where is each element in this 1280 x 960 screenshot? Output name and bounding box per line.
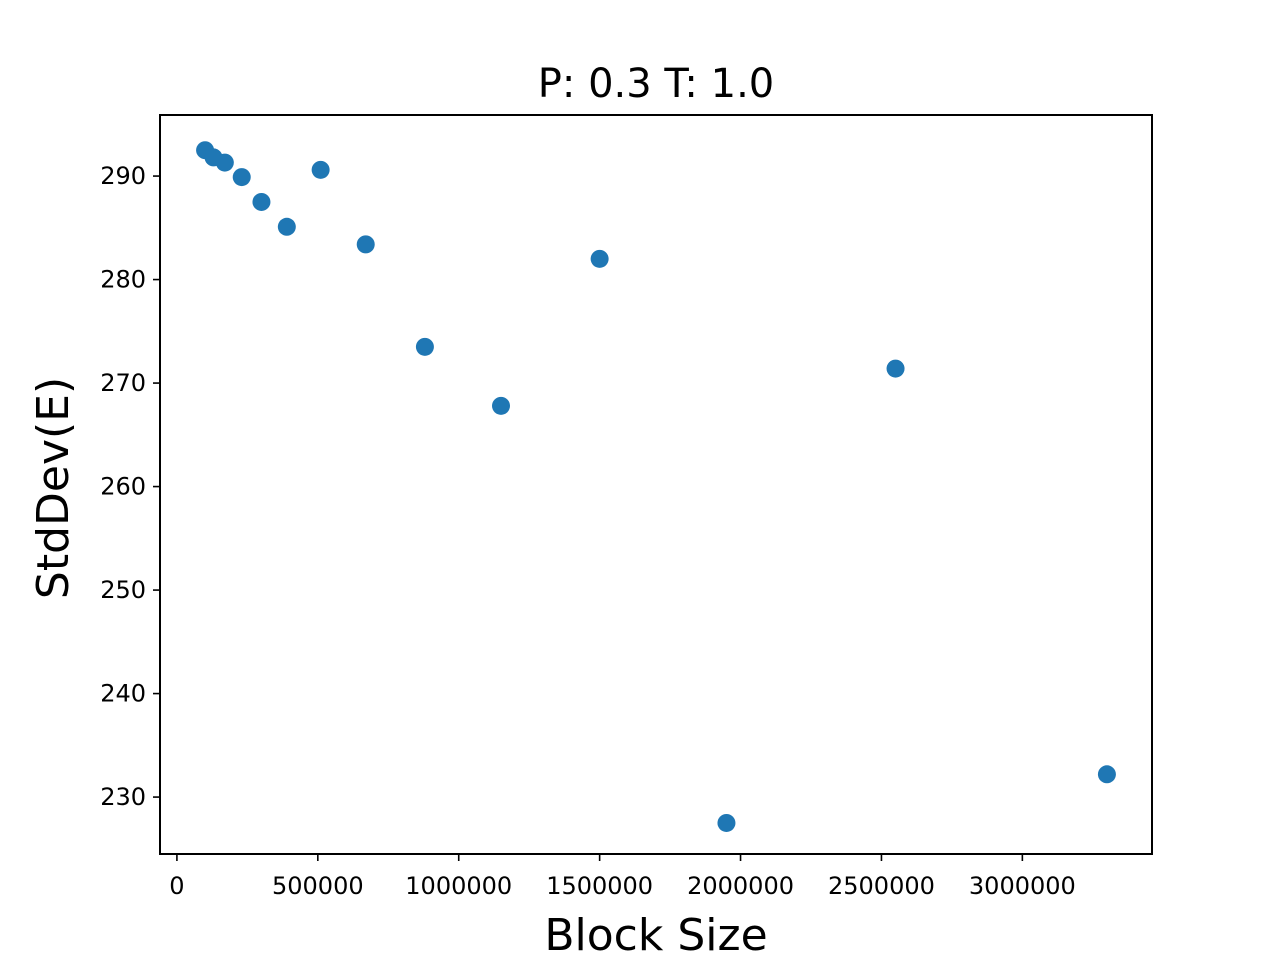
data-point: [215, 153, 234, 172]
plot-area: [159, 114, 1153, 855]
y-tick-label: 280: [100, 266, 146, 294]
x-axis: 0 500000 1000000 1500000 2000000 2500000 30000…: [169, 854, 1076, 900]
y-tick-label: 250: [100, 576, 146, 604]
x-tick-label: 2500000: [828, 872, 935, 900]
x-tick-label: 2000000: [687, 872, 794, 900]
data-point: [311, 160, 330, 179]
y-tick-label: 290: [100, 162, 146, 190]
data-point: [717, 813, 736, 832]
data-point: [277, 217, 296, 236]
y-tick-label: 270: [100, 369, 146, 397]
x-tick-label: 0: [169, 872, 184, 900]
plot-frame: [159, 114, 1153, 855]
x-axis-label: Block Size: [544, 910, 767, 960]
data-points: [196, 141, 1116, 832]
y-axis-label: StdDev(E): [28, 377, 79, 599]
data-point: [590, 249, 609, 268]
data-point: [356, 235, 375, 254]
data-point: [232, 168, 251, 187]
x-tick-label: 1500000: [546, 872, 653, 900]
data-point: [492, 396, 510, 415]
x-tick-label: 500000: [272, 872, 364, 900]
y-axis: 230 240 250 260 270 280 290: [100, 162, 160, 811]
y-tick-label: 260: [100, 473, 146, 501]
data-point: [886, 359, 905, 378]
data-point: [252, 192, 271, 211]
chart-title: P: 0.3 T: 1.0: [538, 61, 774, 107]
x-tick-label: 3000000: [969, 872, 1076, 900]
data-point: [415, 337, 434, 356]
y-tick-label: 230: [100, 783, 146, 811]
y-tick-label: 240: [100, 680, 146, 708]
x-tick-label: 1000000: [405, 872, 512, 900]
data-point: [1097, 765, 1116, 784]
